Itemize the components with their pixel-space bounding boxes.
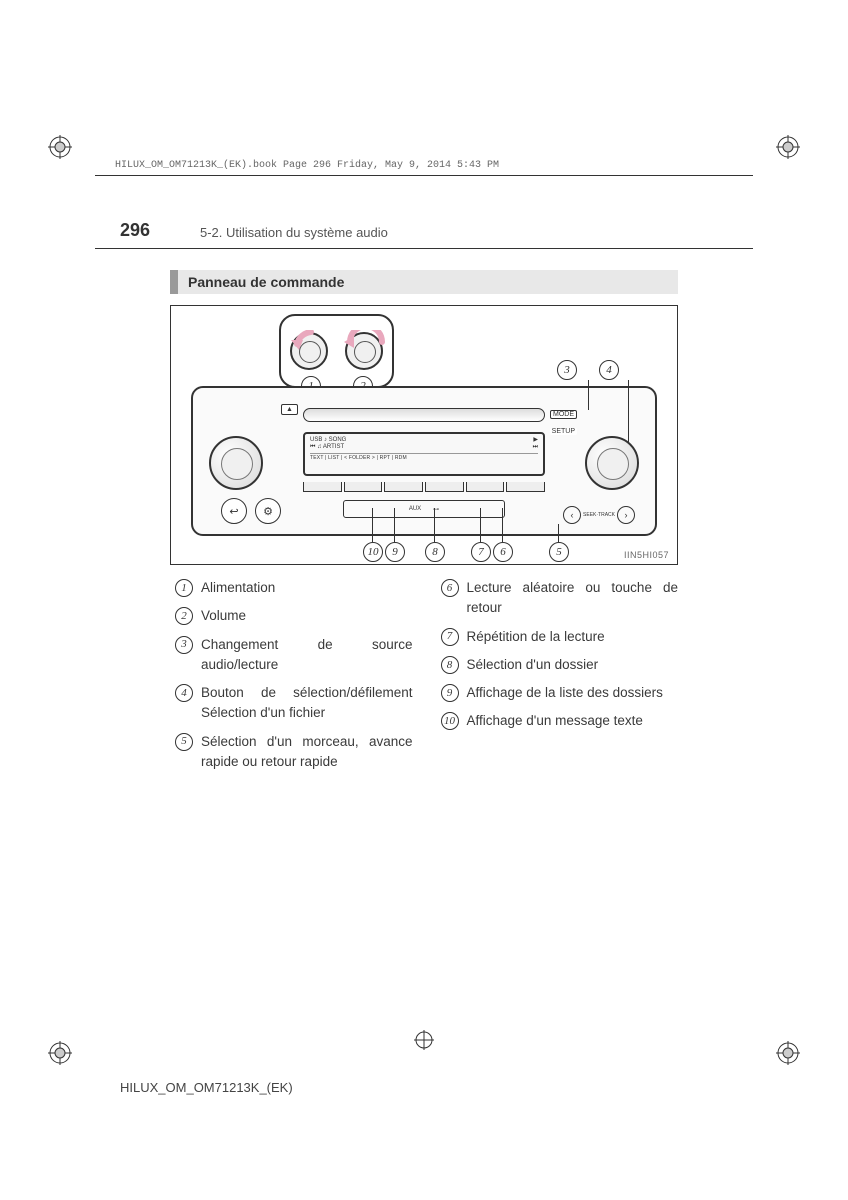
callout-4: 4	[599, 360, 619, 380]
callout-4-line	[628, 380, 629, 442]
legend-item: 2Volume	[175, 606, 413, 626]
legend-item: 7Répétition de la lecture	[441, 627, 679, 647]
seek-prev-icon: ‹	[563, 506, 581, 524]
under-buttons-row	[303, 482, 545, 492]
legend-item: 3Changement de source audio/lecture	[175, 635, 413, 676]
diagram-box: 1 2 ▲ MODE SETUP ↩ ⚙ USB ♪ SONG▶ ⏮ ♫ ART…	[170, 305, 678, 565]
diagram-code: IIN5HI057	[624, 550, 669, 560]
callout-7: 7	[471, 542, 491, 562]
right-knob	[585, 436, 639, 490]
power-knob-icon	[290, 332, 328, 370]
seek-next-icon: ›	[617, 506, 635, 524]
callout-8: 8	[425, 542, 445, 562]
callout-10: 10	[363, 542, 383, 562]
cd-slot	[303, 408, 545, 422]
volume-knob-icon	[345, 332, 383, 370]
section-rule	[95, 248, 753, 249]
display-line2-right: ⏭	[533, 444, 538, 451]
display-line1-right: ▶	[533, 437, 538, 444]
seek-track-group: ‹ SEEK·TRACK ›	[563, 506, 635, 524]
callout-8-line	[434, 508, 435, 542]
legend-item: 10Affichage d'un message texte	[441, 711, 679, 731]
footer-code: HILUX_OM_OM71213K_(EK)	[120, 1080, 293, 1095]
eject-button-label: ▲	[281, 404, 298, 415]
legend: 1Alimentation 2Volume 3Changement de sou…	[175, 578, 678, 780]
knob-highlight-box	[279, 314, 394, 388]
cropmark-bottom-left	[48, 1025, 88, 1065]
legend-item: 1Alimentation	[175, 578, 413, 598]
legend-right-col: 6Lecture aléatoire ou touche de retour 7…	[441, 578, 679, 780]
display-line2-left: ⏮ ♫ ARTIST	[310, 444, 344, 451]
cropmark-top-right	[760, 135, 800, 175]
cropmark-top-left	[48, 135, 88, 175]
callout-7-line	[480, 508, 481, 542]
section-label: 5-2. Utilisation du système audio	[200, 225, 388, 240]
page-number: 296	[120, 220, 150, 241]
left-knob	[209, 436, 263, 490]
back-button-icon: ↩	[221, 498, 247, 524]
legend-item: 5Sélection d'un morceau, avance rapide o…	[175, 732, 413, 773]
callout-5: 5	[549, 542, 569, 562]
callout-3: 3	[557, 360, 577, 380]
arrow-rotate-icon	[344, 330, 388, 350]
arrow-down-icon	[289, 330, 333, 350]
header-filename: HILUX_OM_OM71213K_(EK).book Page 296 Fri…	[115, 160, 499, 171]
aux-label: AUX	[409, 506, 421, 512]
mode-button-label: MODE	[550, 410, 577, 419]
display-screen: USB ♪ SONG ▶ ⏮ ♫ ARTIST ⏭ TEXT | LIST | < …	[303, 432, 545, 476]
legend-item: 8Sélection d'un dossier	[441, 655, 679, 675]
settings-button-icon: ⚙	[255, 498, 281, 524]
callout-10-line	[372, 508, 373, 542]
callout-9-line	[394, 508, 395, 542]
legend-left-col: 1Alimentation 2Volume 3Changement de sou…	[175, 578, 413, 780]
display-line1-left: USB ♪ SONG	[310, 437, 346, 444]
callout-5-line	[558, 524, 559, 542]
subsection-heading: Panneau de commande	[170, 270, 678, 294]
legend-item: 6Lecture aléatoire ou touche de retour	[441, 578, 679, 619]
callout-6-line	[502, 508, 503, 542]
seek-label: SEEK·TRACK	[583, 512, 615, 518]
display-buttons-row: TEXT | LIST | < FOLDER > | RPT | RDM	[310, 455, 407, 461]
center-cross-bottom	[414, 1030, 434, 1050]
legend-item: 9Affichage de la liste des dossiers	[441, 683, 679, 703]
callout-3-line	[588, 380, 589, 410]
cropmark-bottom-right	[760, 1025, 800, 1065]
callout-9: 9	[385, 542, 405, 562]
setup-label: SETUP	[550, 428, 577, 435]
callout-6: 6	[493, 542, 513, 562]
legend-item: 4Bouton de sélection/défilement Sélectio…	[175, 683, 413, 724]
header-rule	[95, 175, 753, 176]
